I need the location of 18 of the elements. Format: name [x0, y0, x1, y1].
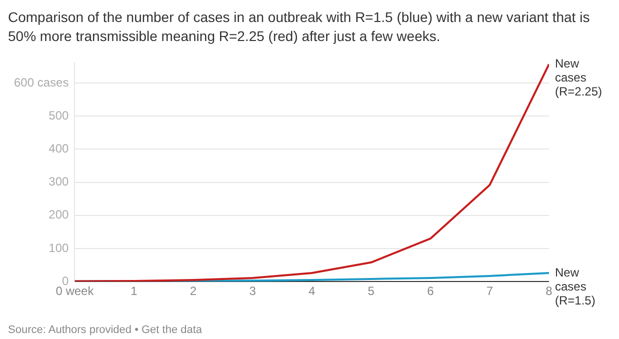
x-tick-label: 1 [130, 284, 138, 298]
source-note: Source: Authors provided • Get the data [8, 324, 204, 336]
series-label: New cases (R=1.5) [555, 265, 596, 308]
y-tick-label: 400 [48, 142, 70, 156]
x-tick-label: 4 [308, 284, 316, 298]
chart-title: Comparison of the number of cases in an outbreak with R=1.5 (blue) with a new variant that is 50% more transmissible meaning R=2.25 (red) after just a few weeks. [8, 8, 591, 46]
y-tick-label: 100 [48, 240, 70, 255]
x-tick-label: 6 [427, 284, 434, 298]
series-label: New cases (R=2.25) [555, 56, 602, 99]
x-tick-label: 3 [249, 284, 256, 298]
y-tick-label: 600 cases [14, 75, 69, 90]
y-tick-label: 200 [48, 208, 70, 222]
x-tick-label: 8 [546, 284, 553, 298]
x-tick-label: 7 [486, 284, 494, 298]
y-tick-label: 500 [48, 108, 70, 122]
x-tick-label: 2 [190, 284, 197, 298]
x-tick-label: 5 [368, 284, 375, 298]
y-tick-label: 300 [48, 174, 70, 189]
